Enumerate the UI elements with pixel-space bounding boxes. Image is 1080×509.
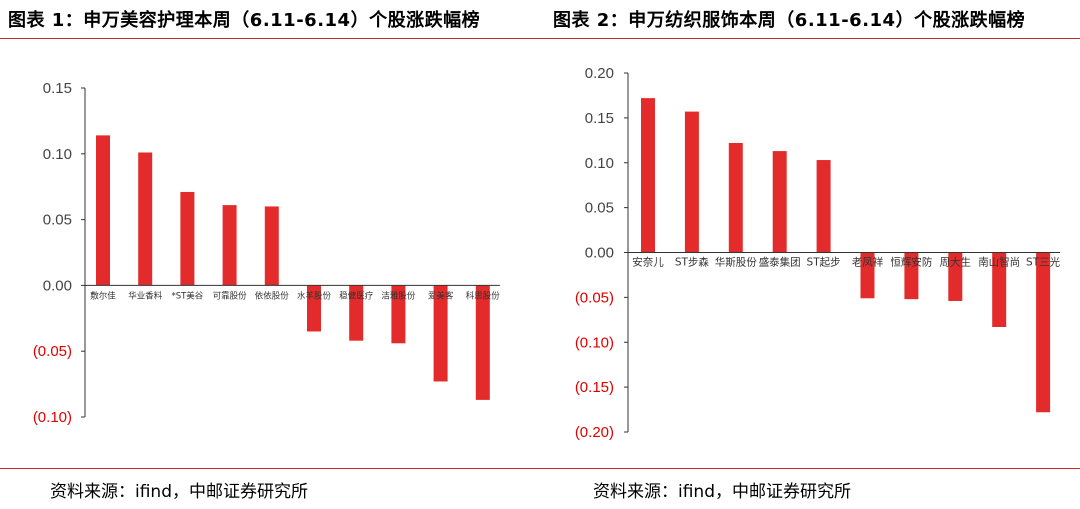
- chart-1-category-label: 科思股份: [466, 290, 501, 301]
- chart-2-category-label: 恒辉安防: [890, 256, 932, 269]
- chart-2-category-label: ST起步: [807, 257, 841, 269]
- source-divider: [0, 468, 1080, 469]
- chart-1-category-label: 敷尔佳: [90, 290, 116, 301]
- chart-2-category-label: 周大生: [940, 256, 972, 269]
- chart-2-category-label: 安奈儿: [632, 256, 664, 269]
- chart-1-bar-9: [433, 285, 448, 382]
- chart-2-category-label: ST三光: [1026, 256, 1061, 269]
- chart-2-y-tick-label: (0.15): [575, 379, 614, 396]
- chart-2-y-tick-label: (0.20): [575, 424, 614, 441]
- chart-2-category-label: 老凤祥: [852, 256, 884, 269]
- chart-1-title: 图表 1：申万美容护理本周（6.11-6.14）个股涨跌幅榜: [8, 10, 481, 31]
- chart-2-category-label: 南山智尚: [978, 256, 1020, 269]
- chart-1-category-label: 爱美客: [428, 290, 454, 301]
- chart-1-bar-7: [349, 285, 364, 341]
- chart-2-bar-8: [948, 252, 963, 301]
- chart-1-category-label: 洁雅股份: [381, 290, 416, 301]
- chart-1-bar-8: [391, 285, 406, 344]
- chart-1-y-tick-label: (0.10): [33, 409, 72, 426]
- chart-2-y-tick-label: 0.10: [585, 155, 614, 172]
- chart-1-bar-1: [96, 135, 110, 286]
- chart-2-category-label: 华斯股份: [715, 256, 757, 269]
- chart-2-bar-1: [641, 98, 655, 253]
- chart-1-category-label: 华业香料: [128, 290, 163, 301]
- chart-2-category-label: 盛泰集团: [759, 256, 801, 269]
- chart-2-y-tick-label: (0.05): [575, 289, 614, 306]
- chart-1-category-label: 可靠股份: [213, 290, 248, 301]
- chart-1-bar-2: [138, 152, 153, 286]
- chart-2-title: 图表 2：申万纺织服饰本周（6.11-6.14）个股涨跌幅榜: [553, 10, 1026, 31]
- chart-1-y-tick-label: 0.00: [43, 277, 72, 294]
- chart-1-category-label: 依依股份: [255, 290, 290, 301]
- title-divider: [0, 38, 1080, 39]
- chart-1-y-tick-label: (0.05): [33, 343, 72, 360]
- chart-2-source: 资料来源：ifind，中邮证券研究所: [593, 482, 851, 502]
- chart-1-y-tick-label: 0.05: [43, 212, 72, 229]
- chart-2-bar-2: [684, 111, 699, 253]
- chart-2-y-tick-label: (0.10): [575, 334, 614, 351]
- chart-1-source: 资料来源：ifind，中邮证券研究所: [50, 482, 308, 502]
- chart-1-bar-3: [180, 191, 195, 286]
- chart-2-bar-3: [728, 143, 743, 253]
- chart-2-y-tick-label: 0.20: [585, 65, 614, 82]
- chart-2-bar-10: [1036, 252, 1051, 413]
- chart-2-y-tick-label: 0.00: [585, 245, 614, 262]
- chart-2-bar-4: [772, 151, 787, 253]
- chart-1-category-label: 稳健医疗: [339, 290, 374, 301]
- chart-1-bar-10: [475, 285, 490, 400]
- chart-2-y-tick-label: 0.15: [585, 110, 614, 127]
- chart-2-bar-7: [904, 252, 919, 300]
- chart-2-category-label: ST步森: [675, 256, 710, 269]
- chart-1-bar-4: [222, 205, 237, 286]
- chart-1-y-tick-label: 0.10: [43, 146, 72, 163]
- chart-1-y-tick-label: 0.15: [43, 80, 72, 97]
- chart-2-bar-6: [860, 252, 875, 299]
- chart-1-category-label: 水羊股份: [297, 290, 332, 301]
- chart-2-bar-5: [816, 160, 831, 253]
- chart-1-category-label: *ST美谷: [171, 290, 203, 301]
- chart-2-y-tick-label: 0.05: [585, 200, 614, 217]
- chart-1-bar-6: [307, 285, 321, 332]
- chart-2-bar-9: [992, 252, 1007, 327]
- chart-1-bar-5: [264, 206, 279, 286]
